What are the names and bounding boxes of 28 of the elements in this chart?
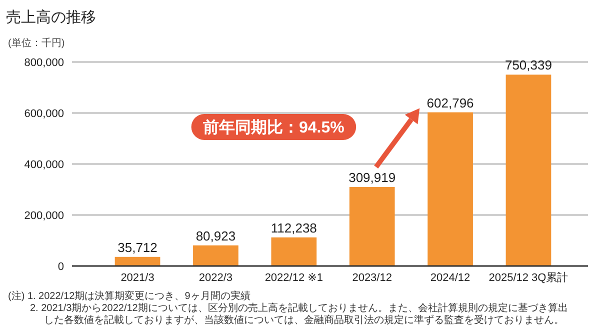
y-tick-label: 0 bbox=[58, 260, 64, 273]
x-tick-label: 2022/12 ※1 bbox=[264, 272, 323, 284]
x-tick-label: 2023/12 bbox=[352, 272, 392, 284]
x-tick-label: 2022/3 bbox=[198, 272, 233, 284]
bar bbox=[428, 112, 473, 266]
bar bbox=[271, 237, 317, 266]
data-label: 602,796 bbox=[426, 95, 474, 110]
data-label: 80,923 bbox=[196, 228, 236, 244]
y-tick-label: 600,000 bbox=[24, 108, 64, 120]
x-tick-label: 2021/3 bbox=[120, 272, 154, 284]
bar bbox=[349, 186, 395, 266]
data-label: 750,339 bbox=[504, 58, 552, 73]
y-tick-label: 200,000 bbox=[24, 210, 64, 222]
y-tick-label: 400,000 bbox=[24, 158, 64, 171]
bar bbox=[193, 245, 238, 266]
bar bbox=[506, 74, 552, 266]
text: 2. 2021/3期から2022/12期については、区分別の売上高を記載しておりません。また、会社計算規則の規定に基づき算出した各数値を記載しておりますが、当該数値については、金融商品取引法の規定に準ずる監査を受けておりません。 bbox=[30, 302, 568, 326]
x-tick-label: 2025/12 3Q累計 bbox=[488, 271, 568, 284]
data-label: 309,919 bbox=[348, 170, 396, 185]
data-label: 35,712 bbox=[118, 240, 158, 255]
y-tick-label: 800,000 bbox=[24, 56, 64, 69]
y-axis-title: (単位：千円) bbox=[8, 37, 65, 49]
annotation: 前年同期比：94.5% bbox=[202, 118, 344, 137]
text: (注) 1. 2022/12期は決算期変更につき、9ヶ月間の実績 bbox=[8, 290, 250, 302]
chart-title: 売上高の推移 bbox=[6, 9, 96, 26]
bar bbox=[114, 256, 160, 266]
data-label: 112,238 bbox=[270, 220, 317, 236]
x-tick-label: 2024/12 bbox=[430, 272, 470, 284]
